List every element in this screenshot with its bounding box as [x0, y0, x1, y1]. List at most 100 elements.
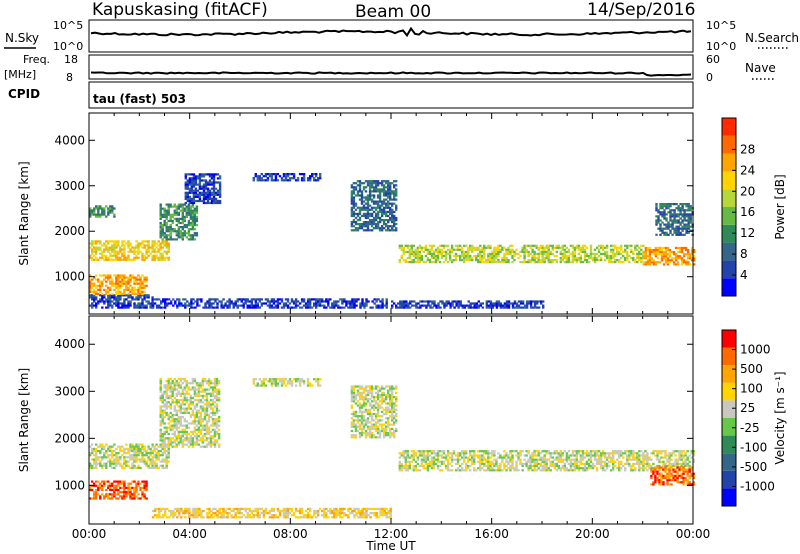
- range-gate-cell: [374, 223, 378, 226]
- range-gate-cell: [95, 205, 98, 208]
- range-gate-cell: [270, 175, 274, 178]
- range-gate-cell: [673, 213, 676, 216]
- range-gate-cell: [444, 256, 448, 260]
- range-gate-cell: [198, 304, 201, 307]
- range-gate-cell: [212, 199, 216, 203]
- range-gate-cell: [270, 516, 274, 519]
- range-gate-cell: [213, 396, 217, 400]
- range-gate-cell: [217, 388, 221, 391]
- range-gate-cell: [188, 181, 192, 184]
- range-gate-cell: [529, 304, 533, 307]
- range-gate-cell: [107, 242, 110, 245]
- range-gate-cell: [177, 219, 180, 223]
- range-gate-cell: [374, 186, 378, 189]
- range-gate-cell: [366, 182, 370, 185]
- range-gate-cell: [597, 259, 601, 262]
- range-gate-cell: [455, 304, 458, 307]
- range-gate-cell: [577, 248, 581, 251]
- range-gate-cell: [395, 304, 398, 307]
- range-gate-cell: [197, 430, 201, 433]
- range-gate-cell: [571, 252, 575, 255]
- range-gate-cell: [195, 384, 199, 387]
- range-gate-cell: [250, 306, 253, 309]
- range-gate-cell: [151, 464, 154, 467]
- range-gate-cell: [671, 213, 674, 216]
- range-gate-cell: [668, 259, 672, 262]
- range-gate-cell: [185, 401, 188, 404]
- range-gate-cell: [655, 233, 658, 236]
- range-gate-cell: [194, 175, 198, 178]
- range-gate-cell: [311, 175, 314, 178]
- range-gate-cell: [141, 280, 144, 283]
- range-gate-cell: [149, 454, 152, 457]
- range-gate-cell: [369, 306, 372, 309]
- range-gate-cell: [450, 248, 454, 251]
- range-gate-cell: [103, 288, 106, 291]
- range-gate-cell: [426, 250, 430, 253]
- range-gate-cell: [654, 249, 658, 252]
- range-gate-cell: [165, 390, 168, 393]
- range-gate-cell: [362, 415, 366, 418]
- range-gate-cell: [272, 378, 276, 381]
- range-gate-cell: [352, 436, 356, 439]
- range-gate-cell: [167, 445, 170, 448]
- range-gate-cell: [276, 173, 280, 176]
- range-gate-cell: [583, 252, 587, 255]
- range-gate-cell: [211, 428, 215, 431]
- range-gate-cell: [370, 208, 374, 211]
- range-gate-cell: [214, 512, 217, 515]
- range-gate-cell: [109, 286, 112, 289]
- range-gate-cell: [248, 516, 251, 519]
- range-gate-cell: [195, 424, 199, 427]
- range-gate-cell: [199, 413, 203, 417]
- range-gate-cell: [455, 300, 458, 303]
- range-gate-cell: [157, 248, 160, 251]
- range-gate-cell: [165, 394, 168, 397]
- range-gate-cell: [181, 236, 184, 239]
- range-gate-cell: [465, 256, 468, 260]
- range-gate-cell: [387, 227, 390, 230]
- range-gate-cell: [179, 439, 182, 442]
- range-gate-cell: [685, 227, 688, 230]
- range-gate-cell: [115, 278, 118, 281]
- range-gate-cell: [378, 188, 382, 191]
- range-gate-cell: [234, 302, 237, 305]
- range-gate-cell: [103, 445, 106, 448]
- range-gate-cell: [151, 256, 154, 259]
- range-gate-cell: [165, 236, 168, 239]
- range-gate-cell: [366, 410, 370, 413]
- range-gate-cell: [276, 384, 280, 387]
- range-gate-cell: [162, 298, 165, 301]
- range-gate-cell: [167, 422, 170, 425]
- range-gate-cell: [351, 302, 354, 305]
- range-gate-cell: [121, 491, 124, 494]
- range-gate-cell: [391, 204, 394, 207]
- range-gate-cell: [155, 304, 159, 307]
- range-gate-cell: [176, 298, 179, 301]
- range-gate-cell: [191, 437, 195, 440]
- range-gate-cell: [175, 232, 178, 235]
- range-gate-cell: [97, 302, 100, 305]
- range-gate-cell: [89, 296, 92, 299]
- range-gate-cell: [200, 175, 204, 178]
- range-gate-cell: [143, 244, 146, 247]
- range-gate-cell: [111, 456, 114, 459]
- range-gate-cell: [689, 213, 692, 216]
- range-gate-cell: [337, 514, 340, 517]
- range-gate-cell: [246, 306, 249, 309]
- range-gate-cell: [354, 396, 358, 399]
- range-gate-cell: [115, 497, 118, 500]
- range-gate-cell: [165, 238, 168, 241]
- range-gate-cell: [191, 409, 195, 412]
- range-gate-cell: [658, 253, 662, 256]
- range-gate-cell: [363, 514, 366, 517]
- range-gate-cell: [435, 306, 438, 309]
- range-gate-cell: [203, 445, 207, 448]
- range-gate-cell: [115, 486, 118, 489]
- range-gate-cell: [143, 246, 146, 249]
- range-gate-cell: [187, 392, 191, 395]
- range-gate-cell: [199, 405, 203, 408]
- range-gate-cell: [499, 244, 502, 247]
- range-gate-cell: [113, 254, 116, 257]
- range-gate-cell: [199, 432, 203, 436]
